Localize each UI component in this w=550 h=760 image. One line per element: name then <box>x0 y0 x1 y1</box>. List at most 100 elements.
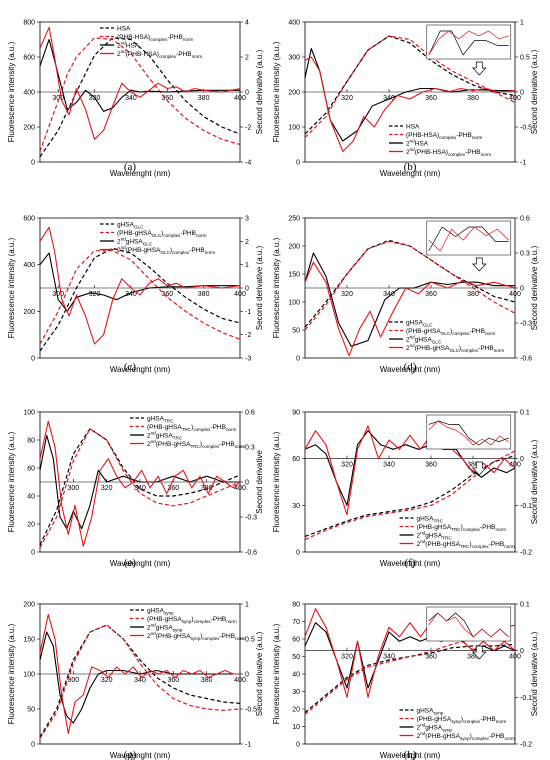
y2-tick-label: 2 <box>245 239 249 246</box>
x-tick-label: 300 <box>67 677 79 684</box>
x-tick-label: 380 <box>467 654 479 661</box>
y2-tick-label: 1 <box>245 602 249 609</box>
inset-line <box>428 226 509 252</box>
y2-axis-label: Second derivative (a.u.) <box>530 245 539 330</box>
y-tick-label: 30 <box>292 503 300 510</box>
y-tick-label: 0 <box>296 550 300 557</box>
y2-tick-label: 0.1 <box>520 602 530 609</box>
series-line-4 <box>304 261 516 357</box>
series-line-3 <box>39 252 240 312</box>
chart-panel-f: 320 340 360 380 4000306090-0.2-0.100.1Wavele… <box>272 410 539 570</box>
x-tick-label: 320 <box>341 95 353 102</box>
legend-label: gHSAsynp <box>147 607 174 615</box>
y2-tick-label: -2 <box>245 332 251 339</box>
y2-tick-label: 0 <box>520 648 524 655</box>
y-tick-label: 200 <box>288 244 300 251</box>
chart-panel-g: 300 320 340 360 380 400050100150200-1-0.500.5… <box>7 602 264 760</box>
y-tick-label: 50 <box>27 707 35 714</box>
y2-tick-label: -0.6 <box>520 356 532 363</box>
legend: gHSAsynp(PHB-gHSAsynp)complex-PHBnorm2nd… <box>399 707 515 741</box>
x-tick-label: 360 <box>167 677 179 684</box>
inset-line <box>428 30 509 56</box>
series-line-1 <box>304 643 516 713</box>
y2-tick-label: 4 <box>245 20 249 27</box>
x-tick-label: 360 <box>425 95 437 102</box>
y-axis-label: Fluorescence intensity (a.u.) <box>7 623 16 724</box>
legend-label: 2nd(PHB-gHSAGLC)complex-PHBnorm <box>406 343 504 353</box>
y-axis-label: Fluorescence intensity (a.u.) <box>272 41 281 142</box>
y-axis-label: Fluorescence intensity (a.u.) <box>7 41 16 142</box>
chart-panel-a: 300 320 340 360 380 4000200400600800-4-2024Wa… <box>7 20 264 179</box>
legend: gHSAsynp(PHB-gHSAsynp)complex-PHBnorm2nd… <box>130 607 246 641</box>
legend-label: gHSAsynp <box>417 707 444 715</box>
y-tick-label: 50 <box>292 328 300 335</box>
y-tick-label: 90 <box>292 410 300 417</box>
legend-label: (PHB-gHSAsynp)complex-PHBnorm <box>417 716 507 724</box>
x-tick-label: 320 <box>101 677 113 684</box>
legend-label: 2nd(PHB-gHSAsynp)complex-PHBnorm <box>147 631 246 641</box>
panel-label: (a) <box>124 161 137 173</box>
y2-tick-label: -0.2 <box>520 742 532 749</box>
y2-axis-label: Second derivative (a.u.) <box>530 439 539 524</box>
x-tick-label: 320 <box>89 95 101 102</box>
series-line-3 <box>39 434 240 530</box>
y2-tick-label: -0.1 <box>520 695 532 702</box>
y2-tick-label: 0.1 <box>520 410 530 417</box>
x-axis-label: Wavelenght (nm) <box>380 751 441 760</box>
legend: gHSATRC(PHB-gHSATRC)complex-PHBnorm2ndgH… <box>130 415 245 449</box>
chart-panel-e: 300 320 340 360 380 400020406080100-0.6-0.300… <box>7 410 264 570</box>
legend-label: 2nd(PHB-HSA)complex-PHBnorm <box>406 147 491 157</box>
x-tick-label: 400 <box>234 677 246 684</box>
y-tick-label: 100 <box>288 125 300 132</box>
y2-tick-label: 1 <box>520 20 524 27</box>
series-line-4 <box>39 26 241 140</box>
arrow-icon <box>471 61 487 76</box>
panel-label: (e) <box>124 557 137 569</box>
y-tick-label: 20 <box>292 707 300 714</box>
y-tick-label: 600 <box>23 55 35 62</box>
series-line-2 <box>39 250 241 345</box>
x-tick-label: 360 <box>161 95 173 102</box>
y2-tick-label: 1 <box>245 262 249 269</box>
chart-panel-b: 320 340 360 380 4000100200300400-1-0.500.51W… <box>272 20 539 179</box>
y-tick-label: 0 <box>296 742 300 749</box>
y-tick-label: 0 <box>31 160 35 167</box>
inset-line <box>428 226 510 252</box>
y2-tick-label: 0 <box>520 286 524 293</box>
series-line-4 <box>39 420 241 547</box>
y-tick-label: 200 <box>23 602 35 609</box>
x-tick-label: 380 <box>198 291 210 298</box>
y-axis-label: Fluorescence intensity (a.u.) <box>7 237 16 338</box>
y2-tick-label: -0.2 <box>520 550 532 557</box>
x-tick-label: 380 <box>467 95 479 102</box>
panel-label: (d) <box>404 361 417 373</box>
y-tick-label: 400 <box>288 20 300 27</box>
legend-label: 2ndgHSATRC <box>147 430 183 440</box>
y-tick-label: 30 <box>292 689 300 696</box>
y-tick-label: 40 <box>292 672 300 679</box>
y2-tick-label: 3 <box>245 216 249 223</box>
y2-tick-label: 0 <box>245 672 249 679</box>
y2-axis-label: Second derivative (a.u.) <box>530 49 539 134</box>
legend-label: 2ndgHSAsynp <box>147 622 183 632</box>
y-tick-label: 150 <box>23 637 35 644</box>
y-tick-label: 100 <box>23 410 35 417</box>
x-axis-label: Wavelenght (nm) <box>110 559 171 568</box>
y2-tick-label: -1 <box>245 309 251 316</box>
series-line-2 <box>39 37 241 152</box>
x-tick-label: 340 <box>125 95 137 102</box>
y-tick-label: 60 <box>292 456 300 463</box>
y-tick-label: 200 <box>23 309 35 316</box>
x-tick-label: 400 <box>234 95 246 102</box>
y-tick-label: 400 <box>23 90 35 97</box>
x-axis-label: Wavelenght (nm) <box>380 169 441 178</box>
legend-label: 2ndHSA <box>117 40 140 49</box>
y-tick-label: 70 <box>292 619 300 626</box>
panel-label: (g) <box>124 749 137 760</box>
series-line-3 <box>304 252 515 347</box>
series-line-1 <box>304 35 516 135</box>
legend-label: 2nd(PHB-HSA)complex-PHBnorm <box>117 49 202 59</box>
x-tick-label: 380 <box>201 677 213 684</box>
inset-plot <box>426 24 512 60</box>
x-tick-label: 340 <box>134 677 146 684</box>
